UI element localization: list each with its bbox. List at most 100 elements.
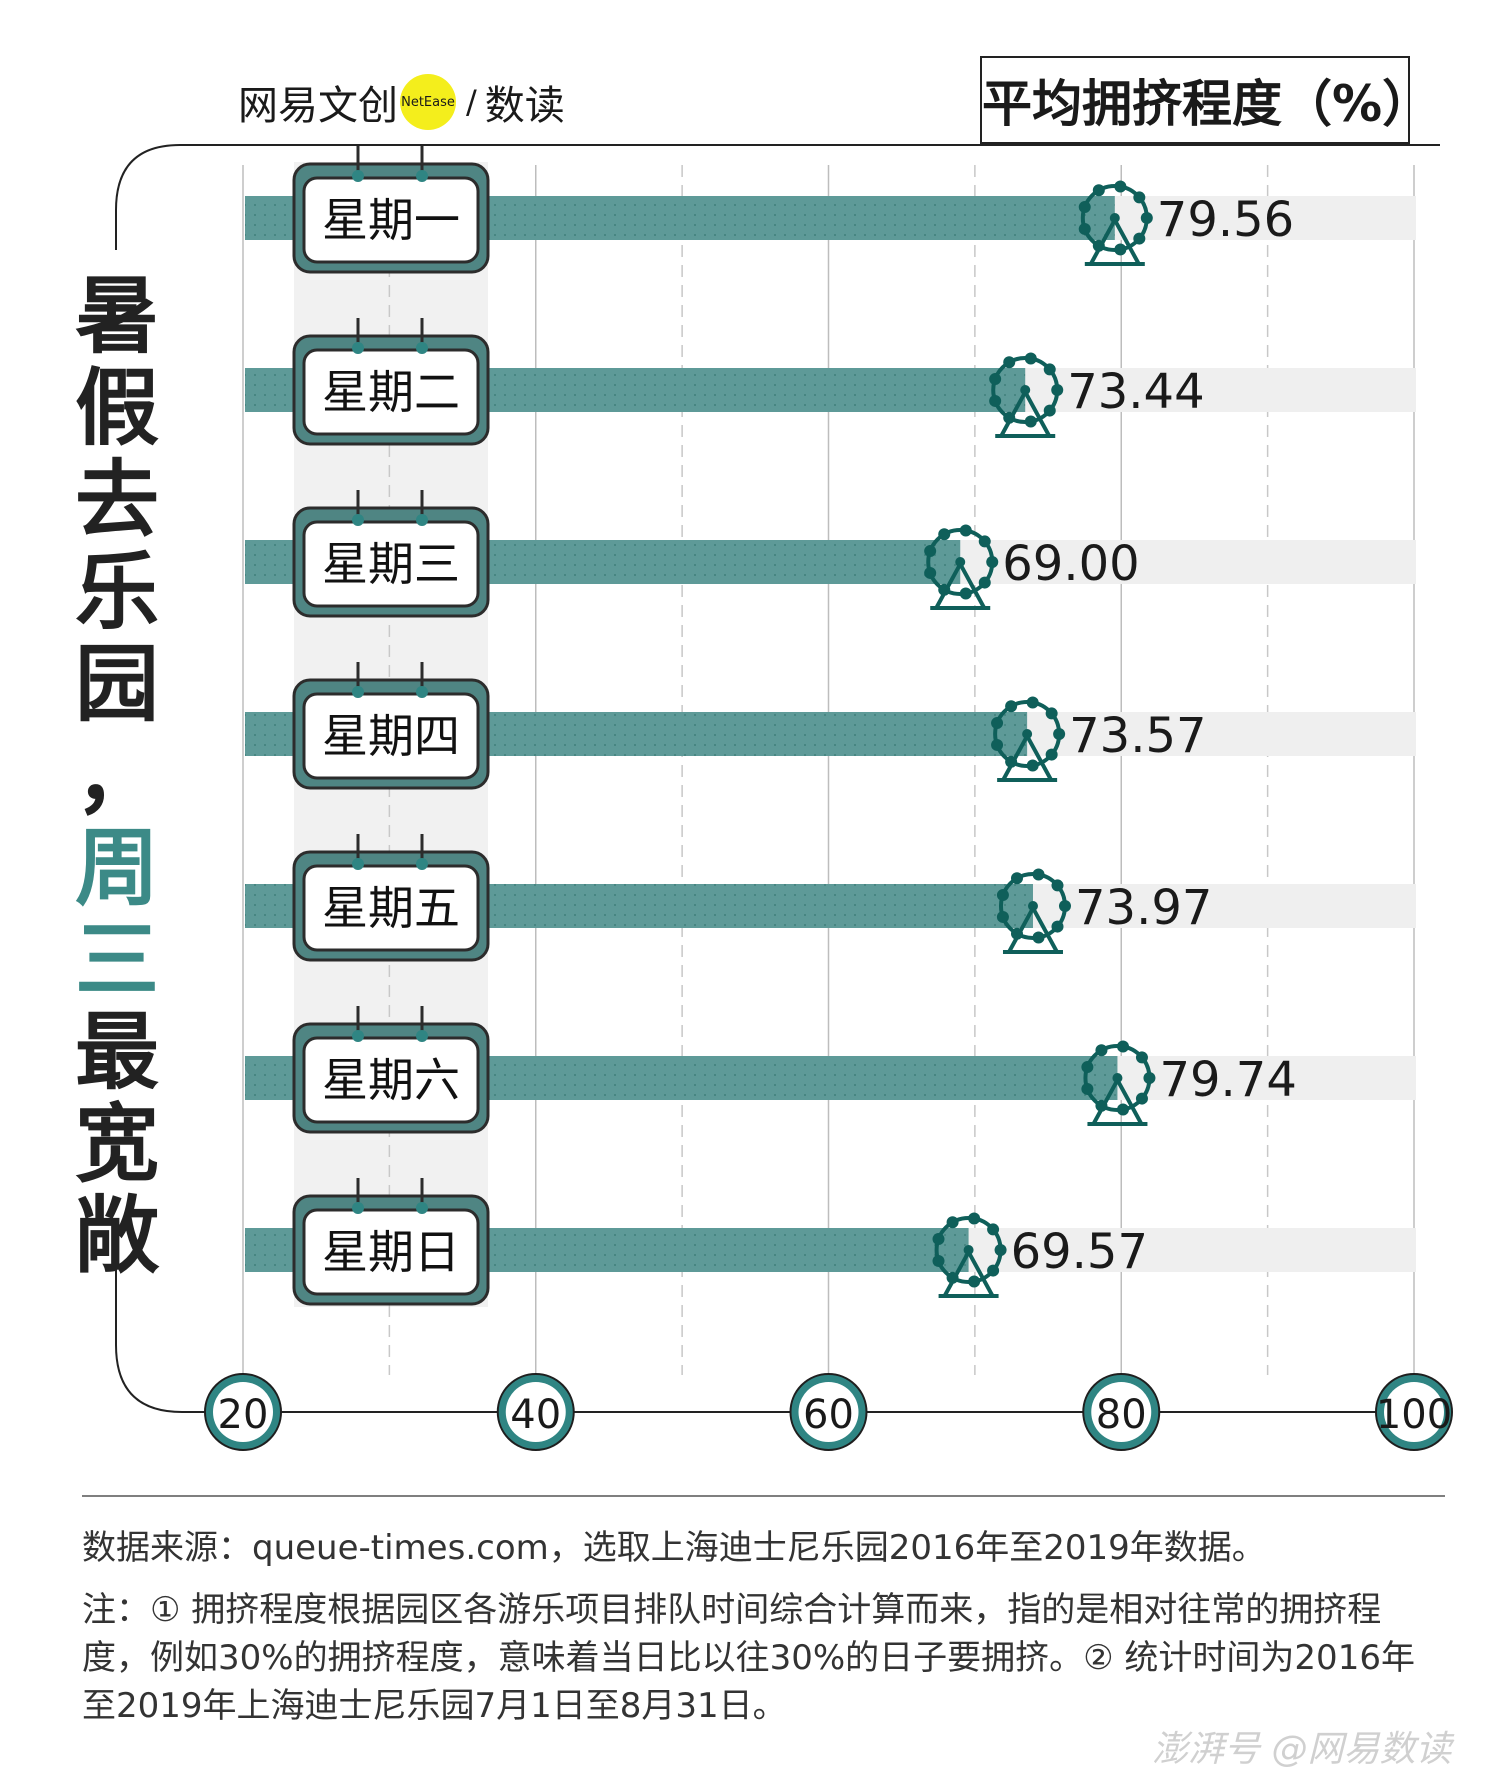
ferris-wheel-hub <box>1020 385 1031 395</box>
day-calendar-ring-dot <box>416 170 428 182</box>
value-label: 79.56 <box>1157 192 1294 248</box>
ferris-wheel-cabin <box>1026 759 1039 772</box>
day-calendar-page <box>302 864 480 952</box>
ferris-wheel-cabin <box>1135 1051 1148 1064</box>
value-label: 69.00 <box>1002 536 1139 592</box>
brand-sub: 数读 <box>484 83 565 129</box>
day-calendar-ring-dot <box>352 1202 364 1214</box>
ferris-wheel-cabin <box>924 566 937 579</box>
ferris-wheel-cabin <box>1078 222 1091 235</box>
day-calendar-ring-dot <box>416 514 428 526</box>
ferris-wheel-cabin <box>968 1275 981 1288</box>
ferris-wheel-cabin <box>1024 352 1037 365</box>
ferris-wheel-icon <box>924 524 999 610</box>
ferris-wheel-hub <box>1022 729 1033 739</box>
ferris-wheel-cabin <box>1045 707 1058 720</box>
ferris-wheel-cabin <box>959 524 972 537</box>
day-calendar: 星期日 <box>292 1178 490 1306</box>
ferris-wheel-cabin <box>1024 415 1037 428</box>
ferris-wheel-cabin <box>1081 1061 1094 1074</box>
day-calendar-page <box>302 176 480 264</box>
day-calendar: 星期四 <box>292 662 490 790</box>
ferris-wheel-cabin <box>946 1216 959 1229</box>
x-tick-badge-inner <box>1091 1382 1152 1442</box>
data-source: 数据来源：queue-times.com，选取上海迪士尼乐园2016年至2019… <box>82 1528 1266 1568</box>
x-tick-label: 100 <box>1376 1392 1452 1438</box>
ferris-wheel-cabin <box>996 910 1009 923</box>
day-label: 星期三 <box>322 537 460 591</box>
brand-badge: NetEase <box>400 74 456 130</box>
ferris-wheel-hub <box>1027 901 1038 911</box>
brand-name: 网易文创 <box>238 83 398 129</box>
day-calendar-ring-dot <box>352 858 364 870</box>
ferris-wheel-cabin <box>987 1223 1000 1236</box>
ferris-wheel-cabin <box>1058 900 1071 912</box>
ferris-wheel-cabin <box>1053 728 1066 740</box>
ferris-wheel-cabin <box>991 717 1004 730</box>
ferris-wheel-cabin <box>1043 363 1056 376</box>
value-label: 73.97 <box>1075 880 1212 936</box>
day-calendar-ring-dot <box>416 686 428 698</box>
value-label: 69.57 <box>1011 1224 1148 1280</box>
x-tick-badge-inner <box>1384 1382 1444 1442</box>
day-calendar-ring-dot <box>416 342 428 354</box>
ferris-wheel-cabin <box>932 1233 945 1246</box>
ferris-wheel-cabin <box>1078 201 1091 214</box>
day-calendar-ring-dot <box>352 514 364 526</box>
day-calendar-page <box>302 692 480 780</box>
ferris-wheel-cabin <box>1140 212 1153 224</box>
day-label: 星期六 <box>322 1053 460 1107</box>
ferris-wheel-cabin <box>1117 1040 1130 1053</box>
ferris-wheel-cabin <box>1051 384 1064 396</box>
frame-bottom-curve <box>115 1270 183 1413</box>
ferris-wheel-cabin <box>1045 748 1058 761</box>
day-label: 星期日 <box>322 1225 460 1279</box>
watermark: 澎湃号 @网易数读 <box>1152 1729 1452 1770</box>
ferris-wheel-icon <box>996 868 1071 954</box>
ferris-wheel-cabin <box>1026 696 1039 709</box>
x-tick-label: 40 <box>510 1392 561 1438</box>
side-title-char: 暑 <box>74 267 159 365</box>
ferris-wheel-cabin <box>968 1212 981 1225</box>
side-title-char: 去 <box>74 451 159 549</box>
day-calendar-ring-dot <box>416 1030 428 1042</box>
ferris-wheel-cabin <box>1135 1092 1148 1105</box>
ferris-wheel-icon <box>991 696 1066 782</box>
ferris-wheel-cabin <box>991 738 1004 751</box>
day-calendar-page <box>302 1208 480 1296</box>
day-calendar: 星期二 <box>292 318 490 446</box>
day-calendar-page <box>302 1036 480 1124</box>
day-calendar: 星期一 <box>292 146 490 274</box>
ferris-wheel-cabin <box>1051 920 1064 933</box>
brand-logo: 网易文创 NetEase / 数读 <box>238 72 565 132</box>
ferris-wheel-cabin <box>959 587 972 600</box>
ferris-wheel-cabin <box>978 576 991 589</box>
side-title-accent-char: 周 <box>74 819 159 917</box>
day-calendar: 星期六 <box>292 1006 490 1134</box>
day-label: 星期四 <box>322 709 460 763</box>
day-label: 星期一 <box>322 193 460 247</box>
day-calendar-ring-dot <box>352 1030 364 1042</box>
day-calendar-page <box>302 520 480 608</box>
ferris-wheel-cabin <box>996 889 1009 902</box>
ferris-wheel-cabin <box>1043 404 1056 417</box>
side-title-char: 园 <box>74 635 159 733</box>
legend-label: 平均拥挤程度（%） <box>980 56 1432 144</box>
x-tick-label: 60 <box>803 1392 854 1438</box>
ferris-wheel-cabin <box>994 1244 1007 1256</box>
ferris-wheel-cabin <box>1114 243 1127 256</box>
ferris-wheel-icon <box>1078 180 1153 266</box>
ferris-wheel-hub <box>955 557 966 567</box>
value-label: 73.44 <box>1067 364 1204 420</box>
day-calendar-page <box>302 348 480 436</box>
ferris-wheel-cabin <box>932 1254 945 1267</box>
ferris-wheel-cabin <box>1092 184 1105 197</box>
ferris-wheel-cabin <box>924 545 937 558</box>
frame-top-line <box>115 144 1440 250</box>
side-title-char: 乐 <box>74 543 159 641</box>
x-tick-label: 20 <box>218 1392 269 1438</box>
side-title-char: ， <box>74 727 159 825</box>
side-title-char: 敞 <box>74 1187 159 1285</box>
footnote: 注：① 拥挤程度根据园区各游乐项目排队时间综合计算而来，指的是相对往常的拥挤程度… <box>82 1590 1415 1726</box>
